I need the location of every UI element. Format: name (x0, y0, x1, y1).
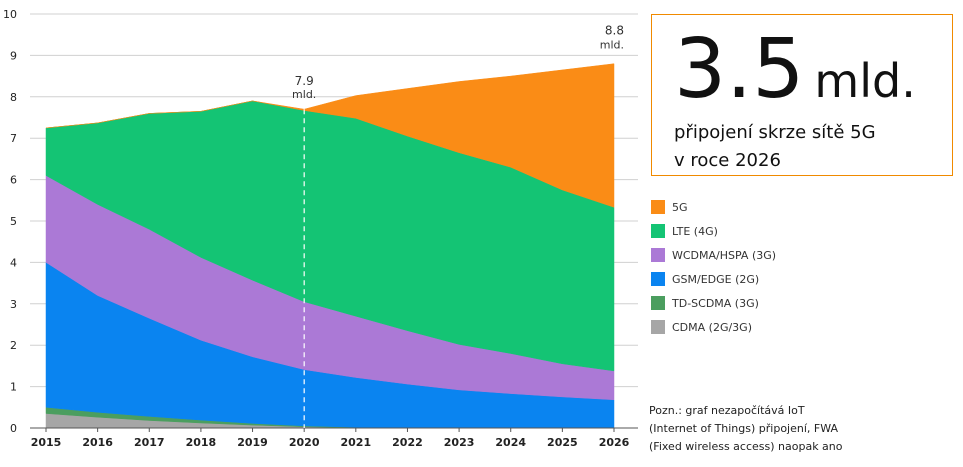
highlight-unit: mld. (814, 54, 916, 108)
legend-swatch-5g (651, 200, 665, 214)
highlight-number: 3.5 (674, 22, 805, 117)
y-tick-label: 8 (10, 91, 17, 104)
highlight-line-1: připojení skrze sítě 5G (674, 122, 876, 143)
legend-label-td-scdma: TD-SCDMA (3G) (672, 297, 759, 310)
end-value-label: 8.8 (605, 24, 624, 38)
x-tick-label: 2022 (392, 436, 423, 449)
y-tick-label: 4 (10, 256, 17, 269)
legend-swatch-gsm (651, 272, 665, 286)
legend-label-cdma: CDMA (2G/3G) (672, 321, 752, 334)
legend-swatch-cdma (651, 320, 665, 334)
y-tick-label: 2 (10, 339, 17, 352)
x-tick-label: 2023 (444, 436, 475, 449)
legend-swatch-wcdma (651, 248, 665, 262)
x-tick-label: 2018 (186, 436, 217, 449)
marker-value-label: 7.9 (295, 74, 314, 88)
legend-label-wcdma: WCDMA/HSPA (3G) (672, 249, 777, 262)
legend-swatch-td-scdma (651, 296, 665, 310)
y-tick-label: 10 (3, 8, 17, 21)
legend-label-5g: 5G (672, 201, 688, 214)
footnote: Pozn.: graf nezapočítává IoT (Internet o… (649, 404, 843, 453)
y-tick-label: 6 (10, 174, 17, 187)
legend-swatch-lte (651, 224, 665, 238)
y-tick-label: 7 (10, 132, 17, 145)
highlight-box: 3.5 mld. připojení skrze sítě 5G v roce 2… (651, 14, 953, 176)
x-tick-label: 2021 (341, 436, 372, 449)
area-5g (45, 63, 615, 208)
legend-label-lte: LTE (4G) (672, 225, 718, 238)
y-tick-label: 0 (10, 422, 17, 435)
highlight-figure: 3.5 mld. (674, 29, 916, 111)
y-tick-label: 9 (10, 49, 17, 62)
x-tick-label: 2015 (31, 436, 62, 449)
legend-label-gsm: GSM/EDGE (2G) (672, 273, 760, 286)
y-tick-label: 3 (10, 298, 17, 311)
x-tick-label: 2016 (82, 436, 113, 449)
axes: 0 1 2 3 4 5 6 7 8 9 10 2015 2016 2017 2018 2019 2020 2021… (3, 8, 638, 449)
highlight-description: připojení skrze sítě 5G v roce 2026 (674, 119, 944, 175)
marker-unit-label: mld. (292, 88, 316, 101)
highlight-line-2: v roce 2026 (674, 150, 781, 171)
x-tick-label: 2026 (599, 436, 630, 449)
x-tick-label: 2020 (289, 436, 320, 449)
x-tick-label: 2017 (134, 436, 165, 449)
x-tick-label: 2025 (547, 436, 578, 449)
y-tick-label: 1 (10, 381, 17, 394)
stacked-areas (45, 63, 615, 429)
end-unit-label: mld. (600, 39, 624, 52)
x-tick-label: 2024 (495, 436, 526, 449)
x-tick-label: 2019 (237, 436, 268, 449)
y-tick-label: 5 (10, 215, 17, 228)
